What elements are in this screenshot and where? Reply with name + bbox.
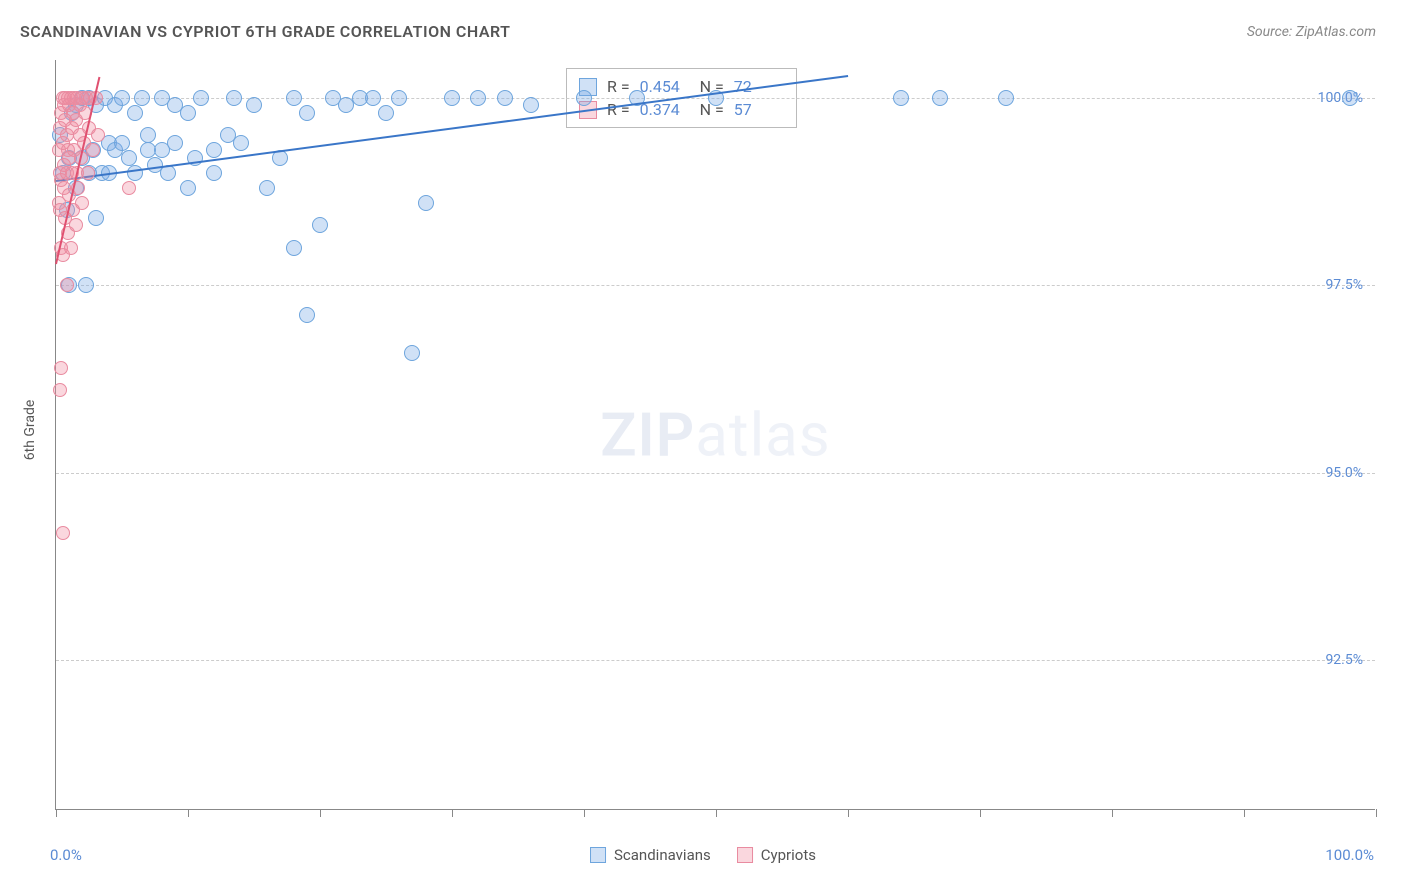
data-point	[576, 90, 592, 106]
data-point	[226, 90, 242, 106]
n-value: 57	[734, 100, 784, 119]
data-point	[78, 277, 94, 293]
source-attribution: Source: ZipAtlas.com	[1247, 24, 1376, 40]
x-tick	[1244, 809, 1245, 817]
data-point	[497, 90, 513, 106]
data-point	[193, 90, 209, 106]
data-point	[121, 150, 137, 166]
data-point	[404, 345, 420, 361]
legend-item: Cypriots	[737, 846, 816, 864]
legend-swatch	[590, 847, 606, 863]
data-point	[167, 135, 183, 151]
data-point	[365, 90, 381, 106]
r-value: 0.454	[640, 77, 690, 96]
data-point	[127, 105, 143, 121]
data-point	[53, 383, 67, 397]
bottom-legend: Scandinavians Cypriots	[590, 846, 816, 864]
data-point	[312, 217, 328, 233]
stats-row: R =0.374N =57	[579, 98, 784, 121]
data-point	[56, 526, 70, 540]
x-tick	[188, 809, 189, 817]
data-point	[91, 128, 105, 142]
data-point	[998, 90, 1014, 106]
grid-line	[56, 660, 1375, 661]
data-point	[54, 361, 68, 375]
plot-area: ZIPatlas R =0.454N =72R =0.374N =57 100.…	[55, 60, 1375, 810]
x-tick	[1376, 809, 1377, 817]
y-tick-label: 97.5%	[1325, 277, 1363, 293]
data-point	[180, 105, 196, 121]
data-point	[86, 143, 100, 157]
x-axis-max-label: 100.0%	[1325, 846, 1374, 864]
data-point	[134, 90, 150, 106]
x-tick	[320, 809, 321, 817]
data-point	[140, 127, 156, 143]
data-point	[69, 218, 83, 232]
data-point	[299, 307, 315, 323]
data-point	[523, 97, 539, 113]
data-point	[378, 105, 394, 121]
data-point	[246, 97, 262, 113]
data-point	[75, 196, 89, 210]
data-point	[259, 180, 275, 196]
chart-title: SCANDINAVIAN VS CYPRIOT 6TH GRADE CORREL…	[20, 22, 511, 41]
x-tick	[848, 809, 849, 817]
x-tick	[980, 809, 981, 817]
watermark: ZIPatlas	[600, 399, 831, 470]
data-point	[60, 278, 74, 292]
grid-line	[56, 285, 1375, 286]
x-tick	[1112, 809, 1113, 817]
legend-label: Scandinavians	[614, 846, 711, 864]
data-point	[893, 90, 909, 106]
data-point	[286, 240, 302, 256]
x-tick	[56, 809, 57, 817]
legend-swatch	[737, 847, 753, 863]
data-point	[64, 241, 78, 255]
data-point	[1342, 90, 1358, 106]
correlation-chart: SCANDINAVIAN VS CYPRIOT 6TH GRADE CORREL…	[0, 0, 1406, 892]
y-tick-label: 92.5%	[1325, 652, 1363, 668]
legend-item: Scandinavians	[590, 846, 711, 864]
grid-line	[56, 473, 1375, 474]
data-point	[206, 142, 222, 158]
data-point	[286, 90, 302, 106]
data-point	[81, 166, 95, 180]
data-point	[114, 90, 130, 106]
data-point	[127, 165, 143, 181]
r-label: R =	[607, 77, 630, 96]
data-point	[418, 195, 434, 211]
y-tick-label: 95.0%	[1325, 465, 1363, 481]
data-point	[391, 90, 407, 106]
x-tick	[584, 809, 585, 817]
data-point	[932, 90, 948, 106]
y-axis-title: 6th Grade	[22, 400, 38, 461]
data-point	[444, 90, 460, 106]
data-point	[122, 181, 136, 195]
data-point	[233, 135, 249, 151]
legend-label: Cypriots	[761, 846, 816, 864]
x-tick	[716, 809, 717, 817]
x-axis-min-label: 0.0%	[50, 846, 82, 864]
r-label: R =	[607, 100, 630, 119]
data-point	[470, 90, 486, 106]
data-point	[114, 135, 130, 151]
data-point	[206, 165, 222, 181]
data-point	[88, 210, 104, 226]
data-point	[180, 180, 196, 196]
data-point	[299, 105, 315, 121]
x-tick	[452, 809, 453, 817]
